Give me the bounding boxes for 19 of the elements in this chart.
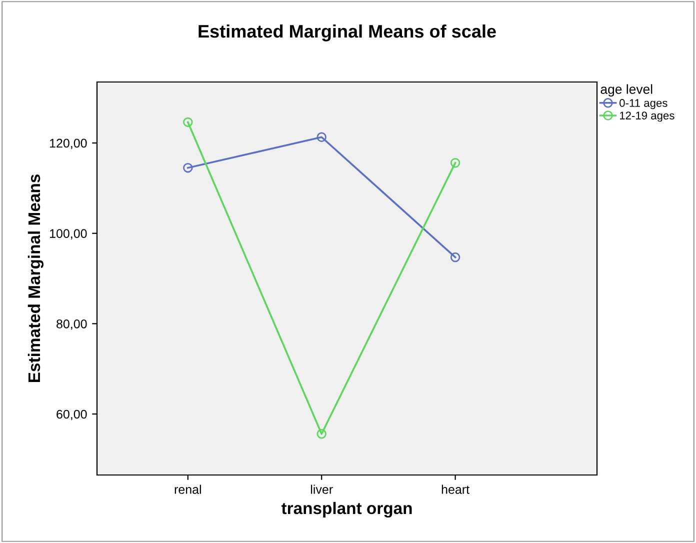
point (450, 158, 460, 168)
y-axis-title: Estimated Marginal Means (28, 174, 44, 382)
y-tick-label: 100,00 (50, 229, 87, 240)
legend-label: 0-11 ages (620, 99, 668, 110)
y-tick-label: 60,00 (56, 410, 87, 420)
x-axis-title: transplant organ (281, 502, 412, 518)
point (183, 117, 193, 128)
x-tick-label: liver (310, 484, 333, 494)
x-tick-label: heart (442, 484, 470, 494)
legend-label: 12-19 ages (620, 112, 674, 122)
chart-title: Estimated Marginal Means of scale (198, 24, 496, 42)
x-tick-label: renal (174, 484, 201, 494)
point (316, 132, 326, 142)
legend-title: age level (600, 84, 652, 97)
point (450, 252, 460, 262)
y-tick-label: 80,00 (56, 319, 87, 330)
y-tick-label: 120,00 (50, 138, 87, 150)
point (316, 429, 326, 439)
point (183, 162, 193, 173)
